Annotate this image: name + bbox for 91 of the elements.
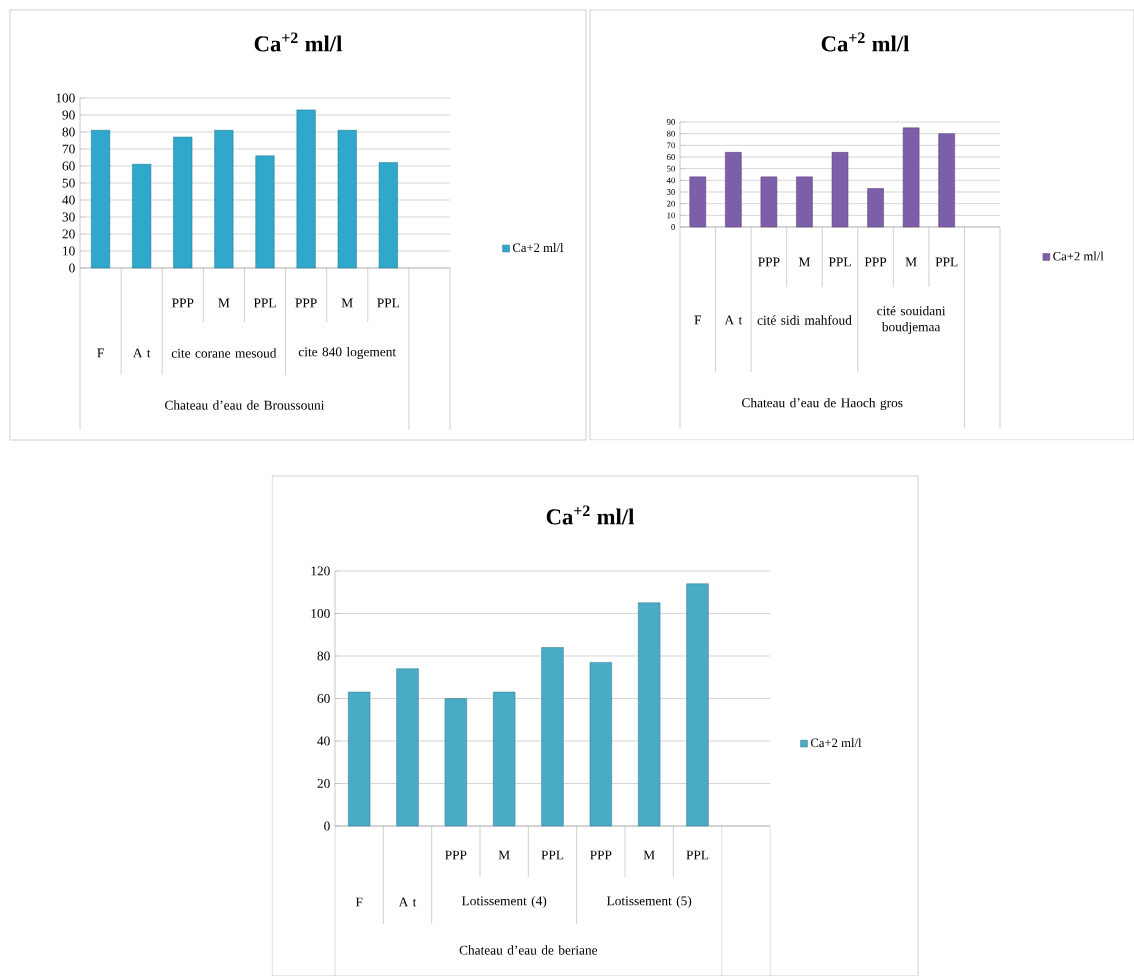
- x-tick-label: M: [498, 850, 510, 860]
- text: F: [355, 897, 363, 907]
- x-tick-label: PPL: [935, 257, 958, 267]
- bar: [444, 698, 467, 827]
- x-tick-label: PPP: [172, 298, 194, 308]
- x-tick-label: PPL: [541, 850, 564, 860]
- bar: [867, 188, 884, 228]
- bar: [396, 668, 419, 827]
- bar: [796, 176, 813, 228]
- bar: [589, 662, 612, 827]
- y-tick-label: 10: [63, 246, 75, 256]
- x-tick-label: PPL: [253, 298, 276, 308]
- legend-label: Ca+2 ml/l: [512, 243, 564, 253]
- x-tick-label: PPP: [445, 850, 467, 860]
- y-tick-label: 70: [62, 144, 75, 154]
- x-tick-label: PPP: [590, 850, 612, 860]
- bar: [378, 162, 398, 269]
- x-tick-label: M: [905, 257, 917, 267]
- y-tick-label: 20: [667, 200, 675, 207]
- y-tick-label: 90: [62, 110, 75, 120]
- text: F: [694, 315, 702, 325]
- x-tick-label: M: [218, 298, 230, 308]
- bar: [296, 109, 316, 269]
- y-tick-label: 60: [62, 161, 75, 171]
- y-tick-label: 80: [317, 651, 330, 661]
- y-tick-label: 120: [311, 566, 330, 576]
- bar: [493, 691, 516, 827]
- bar: [725, 152, 742, 228]
- y-tick-label: 10: [667, 212, 675, 219]
- y-tick-label: 40: [666, 177, 675, 184]
- x-tick-label: PPP: [758, 257, 780, 267]
- bar: [686, 583, 709, 827]
- x-tick-label: PPL: [686, 850, 709, 860]
- x-tick-label: PPL: [828, 257, 851, 267]
- bar: [831, 152, 849, 228]
- text: F: [97, 348, 104, 358]
- bar: [173, 136, 193, 269]
- text: Chateau d’eau de Broussouni: [165, 400, 325, 410]
- bar: [938, 133, 955, 228]
- legend-label: Ca+2 ml/l: [810, 738, 862, 748]
- text: Lotissement (5): [606, 895, 692, 909]
- x-tick-label: M: [643, 850, 655, 860]
- y-tick-label: 90: [666, 119, 675, 125]
- bar: [91, 130, 111, 269]
- y-tick-label: 0: [69, 263, 75, 273]
- y-tick-label: 0: [671, 224, 675, 230]
- y-tick-label: 100: [56, 93, 75, 103]
- y-tick-label: 80: [666, 130, 675, 137]
- text: cite corane mesoud: [171, 348, 277, 358]
- text: cite 840 logement: [298, 346, 397, 360]
- y-tick-label: 20: [62, 229, 75, 239]
- bar: [638, 602, 661, 827]
- bar: [902, 127, 920, 228]
- bar: [541, 647, 564, 827]
- text: Chateau d’eau de beriane: [459, 945, 598, 955]
- bar: [255, 155, 275, 269]
- x-tick-label: M: [798, 257, 811, 267]
- y-tick-label: 80: [62, 127, 75, 137]
- y-tick-label: 40: [317, 736, 330, 746]
- text: Lotissement (4): [461, 895, 547, 909]
- bar: [760, 176, 778, 228]
- x-tick-label: PPP: [295, 298, 317, 308]
- bar: [348, 691, 371, 827]
- legend-label: Ca+2 ml/l: [1053, 251, 1104, 261]
- x-tick-label: PPP: [864, 257, 887, 267]
- y-tick-label: 30: [667, 189, 675, 195]
- text: Chateau d’eau de Haoch gros: [742, 397, 903, 411]
- y-tick-label: 30: [62, 212, 75, 222]
- text: A t: [398, 897, 417, 907]
- chart-title: Ca$^{+2}$ ml/l: [821, 32, 910, 52]
- y-tick-label: 0: [324, 821, 330, 831]
- y-tick-label: 100: [311, 609, 330, 618]
- text: A t: [132, 348, 151, 358]
- y-tick-label: 20: [317, 779, 330, 788]
- text: cité sidi mahfoud: [757, 315, 852, 325]
- chart-title: Ca$^{+2}$ ml/l: [546, 505, 635, 525]
- y-tick-label: 50: [62, 178, 75, 188]
- text: A t: [724, 315, 743, 325]
- bar: [689, 176, 707, 228]
- y-tick-label: 70: [667, 142, 675, 149]
- x-tick-label: M: [341, 298, 353, 308]
- bar: [214, 130, 234, 269]
- y-tick-label: 40: [62, 195, 75, 205]
- x-tick-label: PPL: [377, 298, 400, 308]
- bar: [132, 164, 152, 269]
- y-tick-label: 60: [667, 154, 675, 160]
- bar: [337, 130, 357, 269]
- y-tick-label: 60: [317, 694, 330, 703]
- chart-title: Ca$^{+2}$ ml/l: [254, 32, 343, 52]
- y-tick-label: 50: [667, 165, 675, 172]
- text: cité souidani boudjemaa: [877, 305, 946, 335]
